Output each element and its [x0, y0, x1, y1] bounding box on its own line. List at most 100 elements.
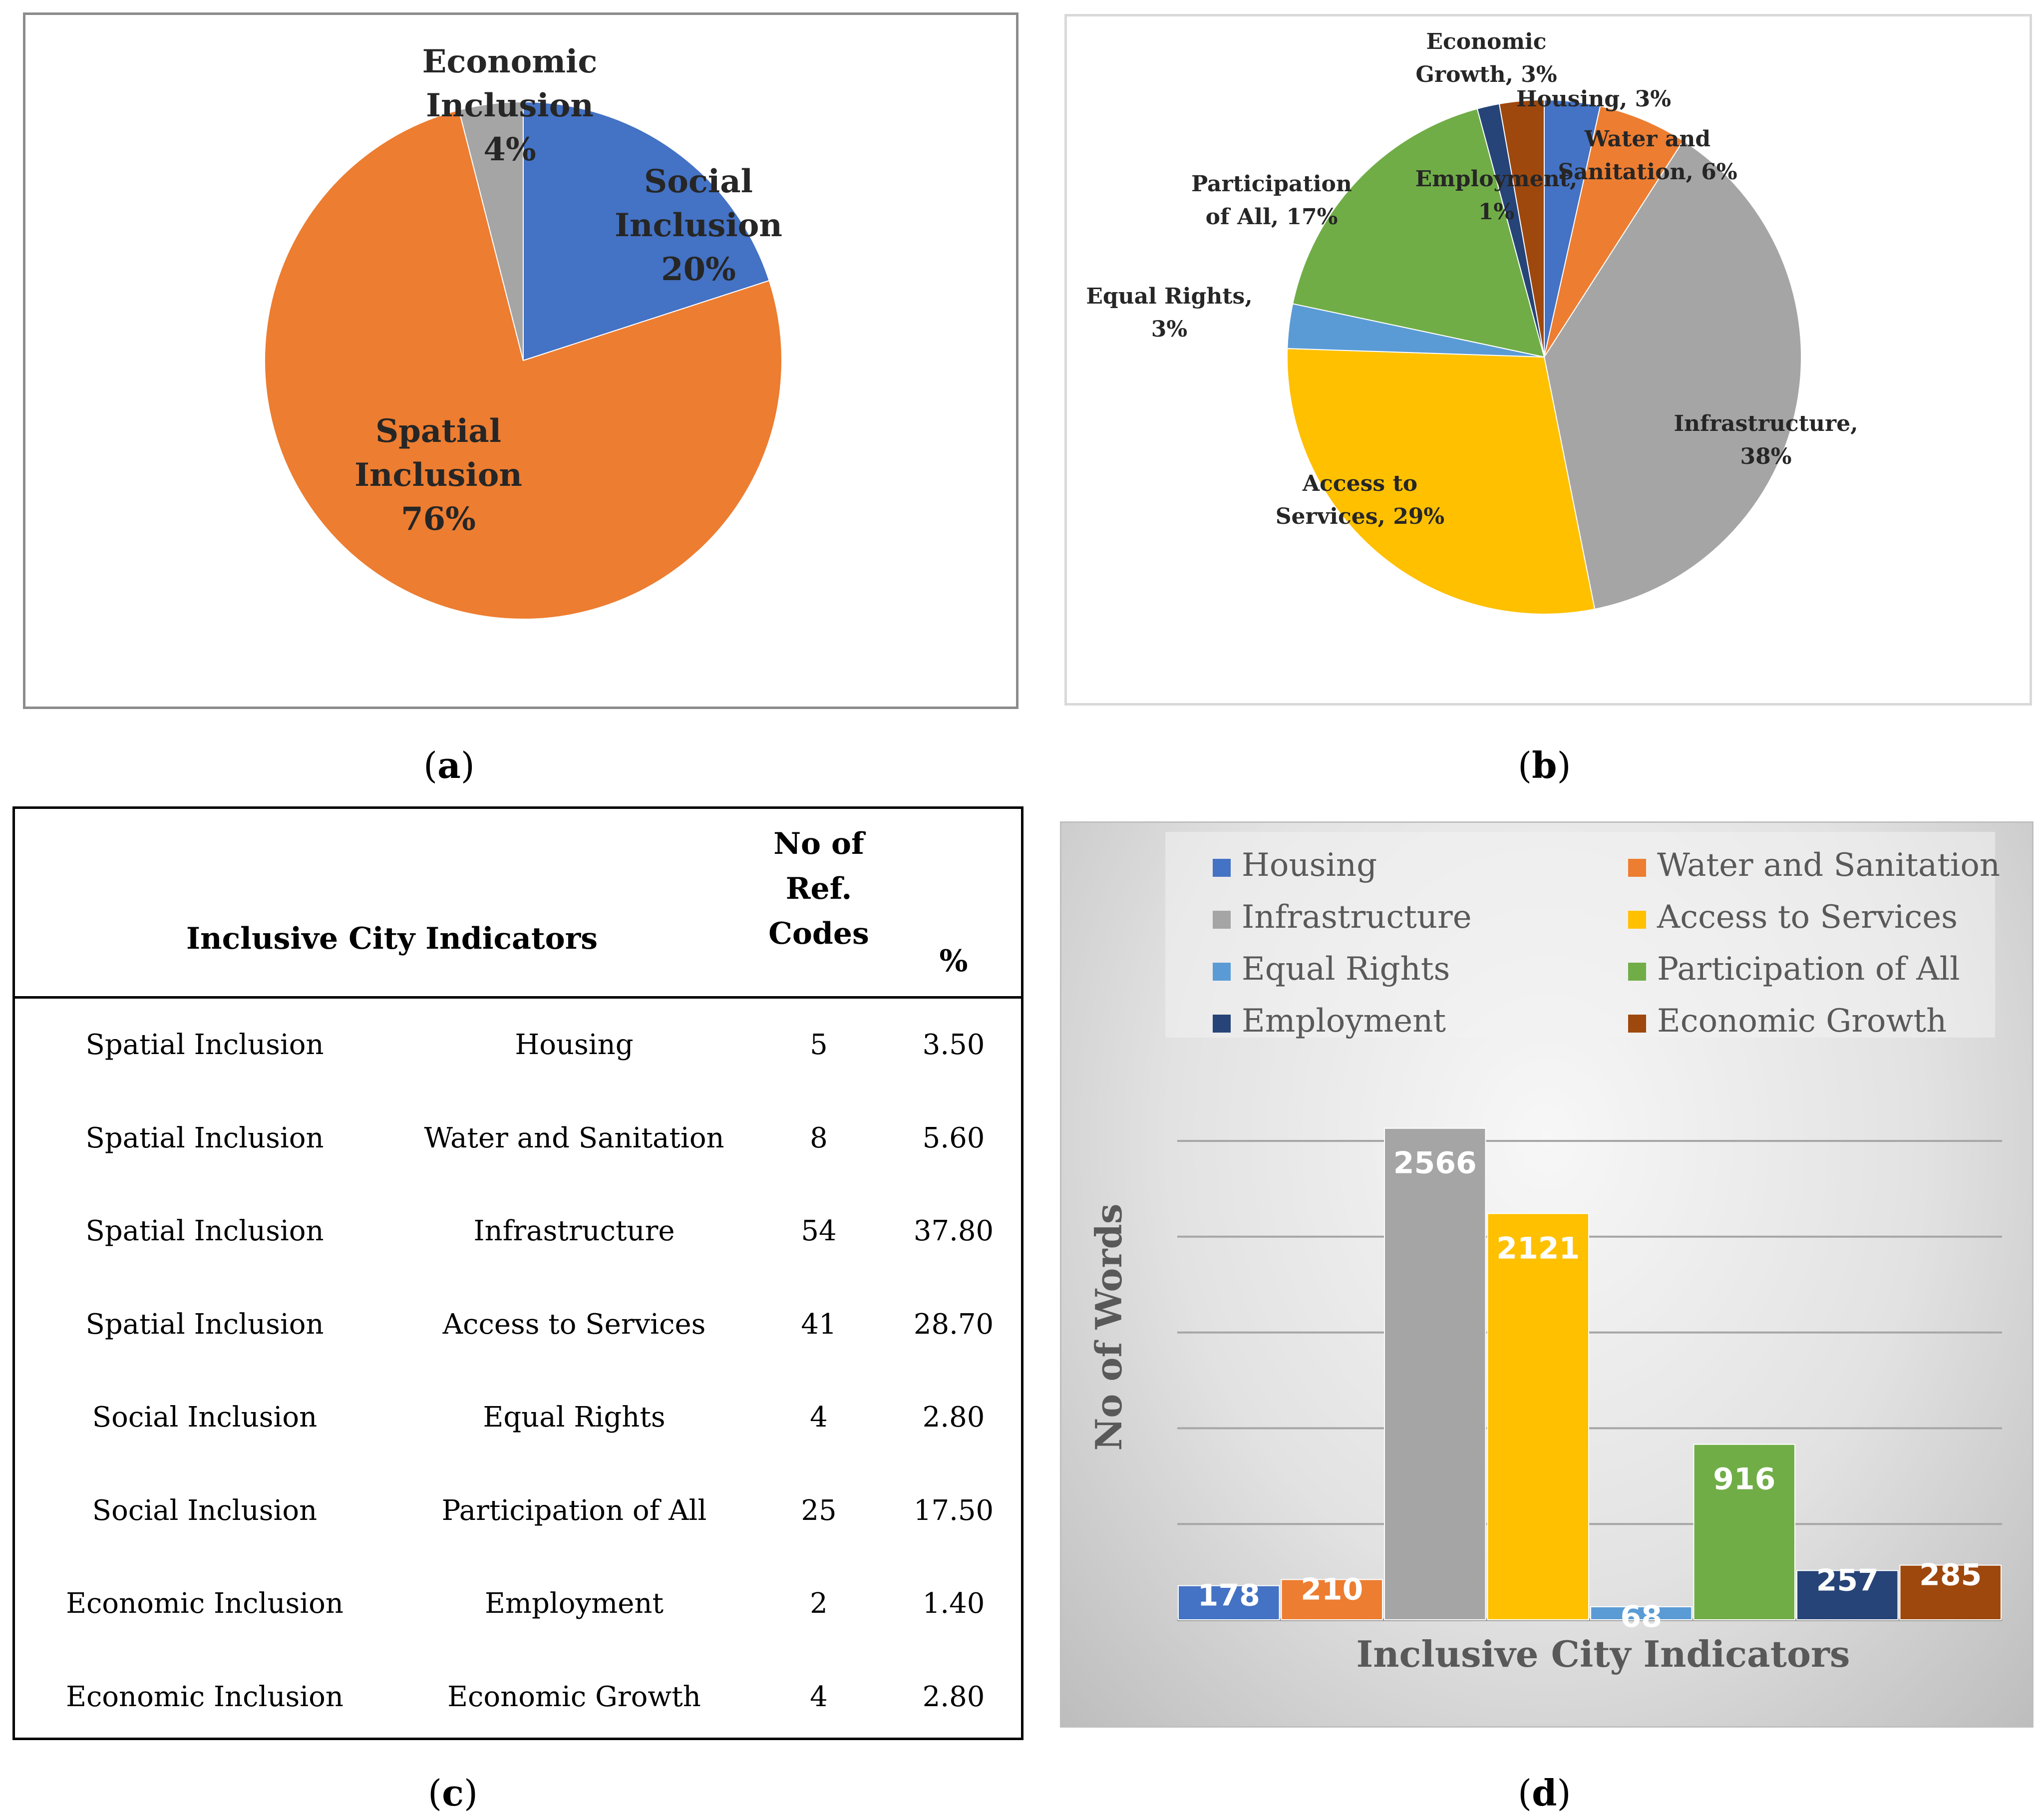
- legend-swatch-equal-rights: [1213, 963, 1231, 981]
- legend-label-infrastructure: Infrastructure: [1242, 899, 1472, 936]
- legend-swatch-access-to-services: [1628, 911, 1646, 929]
- cell-codes: 2: [810, 1587, 828, 1620]
- table-row: Spatial Inclusion Infrastructure 54 37.80: [15, 1185, 1021, 1278]
- cell-group: Spatial Inclusion: [85, 1029, 324, 1061]
- pie-label-infrastructure: Infrastructure, 38%: [1674, 411, 1858, 469]
- legend-background: [1165, 832, 1995, 1038]
- table-row: Spatial Inclusion Access to Services 41 28.…: [15, 1278, 1021, 1371]
- legend-label-employment: Employment: [1242, 1003, 1446, 1040]
- header-codes-line-2: Ref.: [785, 871, 852, 906]
- x-axis-title: Inclusive City Indicators: [1357, 1633, 1850, 1675]
- header-codes: No of Ref. Codes: [754, 821, 884, 956]
- header-codes-line-1: No of: [773, 826, 864, 861]
- legend-label-housing: Housing: [1242, 847, 1377, 884]
- cell-codes: 8: [810, 1121, 828, 1154]
- cell-group: Social Inclusion: [92, 1401, 318, 1434]
- cell-codes: 54: [801, 1215, 837, 1247]
- header-percent: %: [939, 944, 968, 979]
- cell-codes: 41: [801, 1308, 837, 1341]
- cell-percent: 1.40: [922, 1587, 985, 1620]
- pie-label-access-to-services: Access to Services, 29%: [1276, 471, 1444, 529]
- bar-equal-rights: [1590, 1606, 1693, 1620]
- legend-swatch-employment: [1213, 1015, 1231, 1033]
- pie-slice-spatial-inclusion: [264, 109, 782, 620]
- cell-percent: 2.80: [922, 1401, 985, 1434]
- caption-c-letter: c: [442, 1772, 464, 1814]
- data-label-housing: 178: [1198, 1578, 1260, 1613]
- table-row: Economic Inclusion Employment 2 1.40: [15, 1557, 1021, 1650]
- data-label-equal-rights: 68: [1621, 1599, 1663, 1634]
- pie-label-economic-inclusion: Economic Inclusion 4%: [422, 43, 598, 168]
- legend-swatch-water-and-sanitation: [1628, 859, 1646, 877]
- legend-label-economic-growth: Economic Growth: [1657, 1003, 1947, 1040]
- y-axis-title: No of Words: [1087, 1204, 1130, 1451]
- legend-swatch-economic-growth: [1628, 1015, 1646, 1033]
- cell-percent: 2.80: [922, 1680, 985, 1713]
- cell-group: Spatial Inclusion: [85, 1215, 324, 1247]
- bar-access-to-services: [1487, 1213, 1589, 1620]
- pie-slice-participation-of-all: [1292, 108, 1545, 358]
- pie-slice-social-inclusion: [523, 101, 770, 362]
- panel-a-pie-chart: Social Inclusion 20% Spatial Inclusion 76% Eco…: [23, 12, 1019, 709]
- cell-group: Spatial Inclusion: [85, 1308, 324, 1341]
- caption-a: (a): [423, 744, 475, 786]
- panel-d-bar-chart: Housing Water and Sanitation Infrastructur…: [1060, 821, 2034, 1728]
- data-label-participation-of-all: 916: [1713, 1462, 1775, 1497]
- legend-label-water-and-sanitation: Water and Sanitation: [1657, 847, 2000, 884]
- caption-c: (c): [428, 1772, 478, 1814]
- cell-indicator: Housing: [515, 1029, 634, 1061]
- pie-slice-infrastructure: [1543, 140, 1802, 610]
- bar-housing: [1178, 1585, 1280, 1621]
- legend-swatch-participation-of-all: [1628, 963, 1646, 981]
- data-label-economic-growth: 285: [1919, 1558, 1982, 1593]
- bar-economic-growth: [1899, 1564, 2002, 1620]
- cell-indicator: Infrastructure: [473, 1215, 675, 1247]
- cell-group: Social Inclusion: [92, 1494, 318, 1527]
- caption-a-letter: a: [437, 744, 461, 786]
- legend-swatch-housing: [1213, 859, 1231, 877]
- cell-indicator: Access to Services: [442, 1308, 706, 1341]
- pie-label-equal-rights: Equal Rights, 3%: [1086, 284, 1252, 342]
- cell-codes: 25: [801, 1494, 837, 1527]
- header-indicators: Inclusive City Indicators: [186, 921, 598, 956]
- cell-percent: 5.60: [922, 1121, 985, 1154]
- cell-indicator: Employment: [485, 1587, 664, 1620]
- bar-infrastructure: [1384, 1127, 1486, 1620]
- pie-slice-water-and-sanitation: [1544, 105, 1684, 358]
- bar-water-and-sanitation: [1281, 1579, 1383, 1620]
- legend-label-equal-rights: Equal Rights: [1242, 951, 1450, 988]
- table-header: Inclusive City Indicators No of Ref. Cod…: [15, 809, 1021, 999]
- legend-label-access-to-services: Access to Services: [1657, 899, 1958, 936]
- data-label-access-to-services: 2121: [1496, 1231, 1580, 1266]
- pie-slice-economic-inclusion: [458, 101, 524, 361]
- pie-label-economic-growth: Economic Growth, 3%: [1415, 29, 1557, 87]
- data-label-employment: 257: [1816, 1563, 1879, 1598]
- cell-indicator: Equal Rights: [483, 1401, 666, 1434]
- cell-codes: 4: [810, 1680, 828, 1713]
- bar-chart-d: Housing Water and Sanitation Infrastructur…: [1087, 832, 2002, 1675]
- cell-group: Economic Inclusion: [66, 1587, 343, 1620]
- pie-label-participation-of-all: Participation of All, 17%: [1191, 171, 1352, 230]
- header-codes-line-3: Codes: [768, 916, 869, 951]
- cell-percent: 17.50: [913, 1494, 994, 1527]
- bar-employment: [1796, 1570, 1899, 1620]
- pie-label-water-and-sanitation: Water and Sanitation, 6%: [1558, 126, 1737, 185]
- table-row: Spatial Inclusion Water and Sanitation 8 5.…: [15, 1092, 1021, 1185]
- cell-indicator: Economic Growth: [447, 1680, 701, 1713]
- table-row: Social Inclusion Equal Rights 4 2.80: [15, 1371, 1021, 1464]
- cell-indicator: Participation of All: [441, 1494, 707, 1527]
- table-row: Social Inclusion Participation of All 25 17…: [15, 1464, 1021, 1557]
- legend-label-participation-of-all: Participation of All: [1657, 951, 1960, 988]
- panel-b-pie-chart: Housing, 3% Water and Sanitation, 6% Infras…: [1064, 14, 2032, 706]
- pie-label-housing: Housing, 3%: [1516, 86, 1671, 112]
- caption-d: (d): [1518, 1772, 1571, 1814]
- data-label-water-and-sanitation: 210: [1301, 1572, 1363, 1607]
- pie-chart-b: Housing, 3% Water and Sanitation, 6% Infras…: [1086, 29, 1858, 615]
- panel-c-table: Inclusive City Indicators No of Ref. Cod…: [12, 806, 1023, 1740]
- pie-chart-a: Social Inclusion 20% Spatial Inclusion 76% Eco…: [264, 43, 782, 620]
- legend-swatch-infrastructure: [1213, 911, 1231, 929]
- caption-b: (b): [1518, 744, 1571, 786]
- bar-participation-of-all: [1693, 1444, 1795, 1621]
- cell-indicator: Water and Sanitation: [424, 1121, 724, 1154]
- cell-percent: 37.80: [913, 1215, 994, 1247]
